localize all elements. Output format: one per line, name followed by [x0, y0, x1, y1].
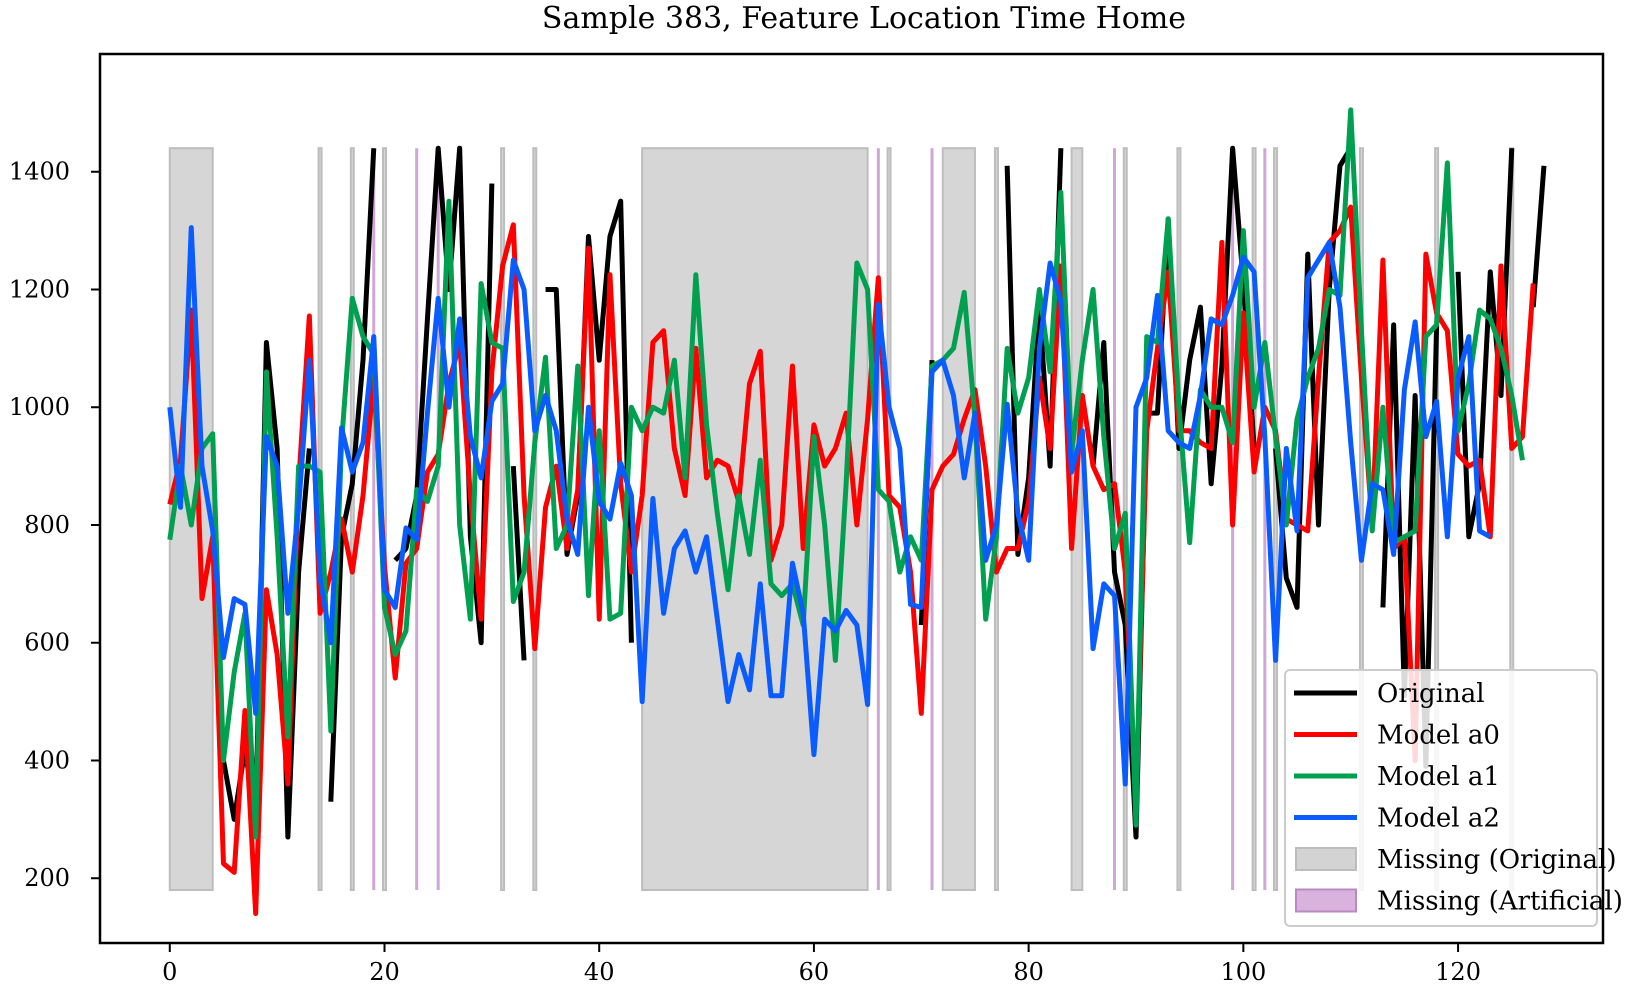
series-line-model-a0	[167, 204, 1536, 917]
y-tick-label: 400	[24, 746, 70, 774]
legend-swatch-missing-artificial	[1295, 888, 1357, 913]
missing-artificial-band	[436, 148, 440, 891]
plot-frame	[98, 52, 1605, 945]
missing-artificial-band	[1263, 148, 1267, 891]
legend-label-missing-artificial: Missing (Artificial)	[1377, 887, 1623, 917]
y-tick-label: 1000	[9, 393, 70, 421]
missing-original-band	[1251, 147, 1257, 892]
x-tick-label: 100	[1220, 958, 1266, 986]
missing-artificial-band	[372, 148, 376, 891]
axes: 0 20 40 60 80 100 120 200 400 600 800 1000 1200 1400	[9, 158, 1481, 986]
missing-original-band	[1176, 147, 1182, 892]
y-tick-label: 800	[24, 511, 70, 539]
missing-original-band	[1273, 147, 1279, 892]
legend-label-model-a0: Model a0	[1377, 721, 1500, 751]
legend-label-original: Original	[1377, 679, 1485, 709]
x-tick-label: 60	[799, 958, 830, 986]
x-tick-label: 40	[584, 958, 615, 986]
legend-box	[1284, 669, 1598, 927]
missing-bands	[168, 147, 1515, 892]
missing-artificial-band	[876, 148, 880, 891]
y-tick-label: 1400	[9, 158, 70, 186]
legend-swatch-missing-original	[1295, 847, 1357, 871]
legend-label-model-a1: Model a1	[1377, 762, 1500, 792]
missing-original-band	[500, 147, 506, 892]
x-tick-label: 80	[1013, 958, 1044, 986]
y-tick-label: 200	[24, 864, 70, 892]
legend-label-model-a2: Model a2	[1377, 804, 1500, 834]
y-tick-label: 1200	[9, 275, 70, 303]
y-tick-label: 600	[24, 629, 70, 657]
x-tick-label: 20	[369, 958, 400, 986]
legend-label-missing-original: Missing (Original)	[1377, 845, 1616, 875]
series-line-model-a1	[167, 107, 1525, 840]
legend: Original Model a0 Model a1 Model a2 Missing …	[1284, 669, 1623, 927]
missing-original-band	[349, 147, 355, 892]
x-tick-label: 0	[162, 958, 177, 986]
missing-original-band	[532, 147, 538, 892]
series-lines	[167, 107, 1547, 917]
chart-title: Sample 383, Feature Location Time Home	[542, 1, 1186, 36]
x-tick-label: 120	[1435, 958, 1481, 986]
series-line-model-a2	[167, 225, 1492, 787]
missing-original-band	[941, 147, 976, 892]
